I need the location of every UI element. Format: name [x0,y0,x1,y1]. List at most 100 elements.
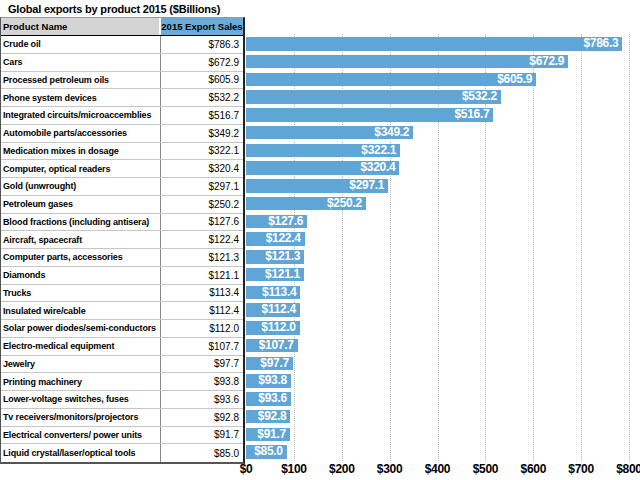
export-value-cell: $349.2 [161,128,243,139]
table-row: Electro-medical equipment$107.7 [1,338,243,356]
bar-value-label: $127.6 [268,215,307,229]
product-name-cell: Solar power diodes/semi-conductors [1,320,161,337]
table-row: Jewelry$97.7 [1,356,243,374]
bar-value-label: $322.1 [361,144,400,158]
product-name-cell: Electro-medical equipment [1,338,161,355]
bar: $349.2 [246,126,413,140]
x-axis-tick-label: $500 [473,462,499,476]
gridline [533,34,534,461]
column-header-export-sales: 2015 Export Sales [161,18,243,35]
x-axis-tick-label: $300 [377,462,403,476]
bar: $121.1 [246,268,304,282]
bar-value-label: $93.8 [258,374,291,388]
product-name-cell: Lower-voltage switches, fuses [1,391,161,408]
bar: $97.7 [246,357,293,371]
data-table: Product Name 2015 Export Sales Crude oil… [0,17,245,464]
bar: $320.4 [246,161,399,175]
bar-value-label: $250.2 [327,197,366,211]
table-row: Printing machinery$93.8 [1,373,243,391]
bar: $122.4 [246,232,305,246]
product-name-cell: Gold (unwrought) [1,178,161,195]
export-value-cell: $91.7 [161,429,243,440]
x-axis: $0$100$200$300$400$500$600$700$800 [246,462,640,478]
export-value-cell: $112.0 [161,323,243,334]
bar-chart-plot-area: $786.3 $672.9 $605.9 $532.2 $516.7 $349.2 $322… [246,35,640,461]
bar: $250.2 [246,197,366,211]
gridline [581,34,582,461]
product-name-cell: Phone system devices [1,89,161,106]
bar-value-label: $91.7 [257,428,290,442]
x-axis-tick-label: $0 [240,462,253,476]
table-row: Medication mixes in dosage$322.1 [1,143,243,161]
table-row: Processed petroleum oils$605.9 [1,72,243,90]
table-row: Automobile parts/accessories$349.2 [1,125,243,143]
bar-value-label: $112.0 [261,321,299,335]
export-value-cell: $786.3 [161,39,243,50]
export-value-cell: $97.7 [161,358,243,369]
export-value-cell: $605.9 [161,74,243,85]
table-row: Liquid crystal/laser/optical tools$85.0 [1,444,243,462]
bar: $605.9 [246,73,536,87]
export-value-cell: $297.1 [161,181,243,192]
bar-value-label: $516.7 [454,108,493,122]
x-axis-tick-label: $200 [329,462,355,476]
product-name-cell: Computer, optical readers [1,160,161,177]
table-row: Lower-voltage switches, fuses$93.6 [1,391,243,409]
export-value-cell: $85.0 [161,448,243,459]
product-name-cell: Blood fractions (including antisera) [1,214,161,231]
export-value-cell: $107.7 [161,341,243,352]
export-value-cell: $127.6 [161,216,243,227]
table-row: Gold (unwrought)$297.1 [1,178,243,196]
bar-value-label: $532.2 [462,90,501,104]
table-row: Petroleum gases$250.2 [1,196,243,214]
x-axis-tick-label: $400 [425,462,451,476]
bar-value-label: $107.7 [259,339,298,353]
x-axis-tick-label: $600 [521,462,547,476]
export-value-cell: $320.4 [161,163,243,174]
export-value-cell: $250.2 [161,199,243,210]
table-row: Computer, optical readers$320.4 [1,160,243,178]
table-row: Cars$672.9 [1,54,243,72]
chart-title: Global exports by product 2015 ($Billion… [8,3,220,15]
table-header-row: Product Name 2015 Export Sales [1,18,243,36]
export-value-cell: $93.6 [161,394,243,405]
product-name-cell: Crude oil [1,36,161,53]
product-name-cell: Integrated circuits/microaccemblies [1,107,161,124]
bar-value-label: $93.6 [258,392,291,406]
product-name-cell: Liquid crystal/laser/optical tools [1,444,161,462]
x-axis-tick-label: $800 [616,462,640,476]
bar-value-label: $297.1 [349,179,388,193]
product-name-cell: Petroleum gases [1,196,161,213]
bar: $516.7 [246,108,493,122]
product-name-cell: Processed petroleum oils [1,72,161,89]
product-name-cell: Automobile parts/accessories [1,125,161,142]
product-name-cell: Computer parts, accessories [1,249,161,266]
export-value-cell: $92.8 [161,412,243,423]
table-row: Blood fractions (including antisera)$127… [1,214,243,232]
product-name-cell: Aircraft, spacecraft [1,231,161,248]
table-row: Trucks$113.4 [1,285,243,303]
bar: $85.0 [246,445,287,459]
bar-value-label: $112.4 [262,303,300,317]
bar-value-label: $92.8 [258,410,291,424]
bar-value-label: $113.4 [262,286,300,300]
bar-value-label: $121.3 [265,250,304,264]
product-name-cell: Printing machinery [1,373,161,390]
bar: $107.7 [246,339,298,353]
product-name-cell: Insulated wire/cable [1,302,161,319]
bar: $112.0 [246,321,300,335]
bar-value-label: $122.4 [266,232,305,246]
export-value-cell: $122.4 [161,234,243,245]
product-name-cell: Diamonds [1,267,161,284]
bar: $92.8 [246,410,290,424]
table-row: Diamonds$121.1 [1,267,243,285]
bar-value-label: $605.9 [497,73,536,87]
bar-value-label: $85.0 [254,445,287,459]
bar-value-label: $121.1 [265,268,304,282]
bar: $93.8 [246,374,291,388]
product-name-cell: Jewelry [1,356,161,373]
bar: $786.3 [246,37,622,51]
product-name-cell: Tv receivers/monitors/projectors [1,409,161,426]
bar: $672.9 [246,55,568,69]
export-value-cell: $121.3 [161,252,243,263]
